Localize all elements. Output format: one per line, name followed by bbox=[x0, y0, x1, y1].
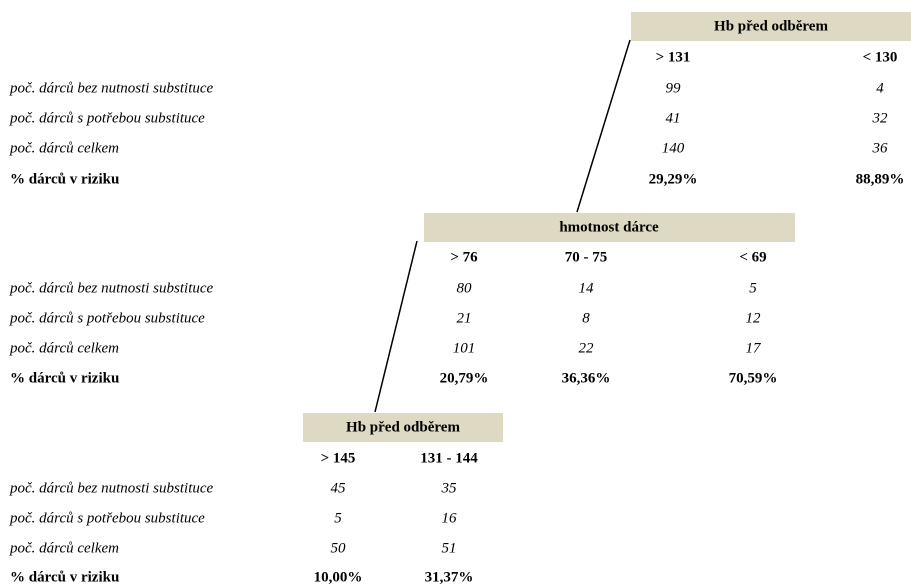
column-label: > 76 bbox=[450, 249, 478, 265]
block-title: Hb před odběrem bbox=[346, 419, 460, 435]
row-label: poč. dárců s potřebou substituce bbox=[9, 510, 205, 526]
column-label: < 130 bbox=[863, 49, 898, 65]
row-label: poč. dárců bez nutnosti substituce bbox=[9, 280, 214, 296]
cell: 70,59% bbox=[729, 370, 778, 386]
cell: 88,89% bbox=[856, 171, 905, 187]
block-title: hmotnost dárce bbox=[559, 219, 659, 235]
cell: 5 bbox=[749, 280, 757, 296]
row-label: % dárců v riziku bbox=[10, 569, 119, 585]
cell: 101 bbox=[453, 340, 476, 356]
cell: 22 bbox=[579, 340, 595, 356]
column-label: 70 - 75 bbox=[565, 249, 608, 265]
column-label: < 69 bbox=[739, 249, 766, 265]
cell: 51 bbox=[442, 540, 457, 556]
header-box bbox=[424, 213, 795, 242]
cell: 140 bbox=[662, 140, 685, 156]
cell: 4 bbox=[876, 80, 884, 96]
connector bbox=[374, 240, 418, 413]
cell: 32 bbox=[872, 110, 889, 126]
block-title: Hb před odběrem bbox=[714, 18, 828, 34]
cell: 16 bbox=[442, 510, 458, 526]
cell: 99 bbox=[666, 80, 682, 96]
cell: 45 bbox=[331, 480, 347, 496]
cell: 10,00% bbox=[314, 569, 363, 585]
cell: 36 bbox=[872, 140, 889, 156]
row-label: poč. dárců bez nutnosti substituce bbox=[9, 480, 214, 496]
header-box bbox=[631, 12, 911, 41]
cell: 5 bbox=[334, 510, 342, 526]
cell: 35 bbox=[441, 480, 458, 496]
row-label: % dárců v riziku bbox=[10, 171, 119, 187]
cell: 12 bbox=[746, 310, 762, 326]
row-label: poč. dárců bez nutnosti substituce bbox=[9, 80, 214, 96]
column-label: > 145 bbox=[321, 450, 356, 466]
row-label: poč. dárců celkem bbox=[9, 140, 119, 156]
cell: 80 bbox=[457, 280, 473, 296]
row-label: poč. dárců celkem bbox=[9, 540, 119, 556]
cell: 29,29% bbox=[649, 171, 698, 187]
connector bbox=[576, 39, 631, 213]
cell: 17 bbox=[746, 340, 763, 356]
column-label: 131 - 144 bbox=[420, 450, 478, 466]
cell: 41 bbox=[666, 110, 681, 126]
row-label: poč. dárců celkem bbox=[9, 340, 119, 356]
row-label: poč. dárců s potřebou substituce bbox=[9, 110, 205, 126]
cell: 20,79% bbox=[440, 370, 489, 386]
row-label: % dárců v riziku bbox=[10, 370, 119, 386]
cell: 21 bbox=[457, 310, 472, 326]
cell: 14 bbox=[579, 280, 595, 296]
cell: 36,36% bbox=[562, 370, 611, 386]
cell: 8 bbox=[582, 310, 590, 326]
header-box bbox=[303, 413, 503, 442]
row-label: poč. dárců s potřebou substituce bbox=[9, 310, 205, 326]
cell: 31,37% bbox=[425, 569, 474, 585]
cell: 50 bbox=[331, 540, 347, 556]
column-label: > 131 bbox=[656, 49, 691, 65]
